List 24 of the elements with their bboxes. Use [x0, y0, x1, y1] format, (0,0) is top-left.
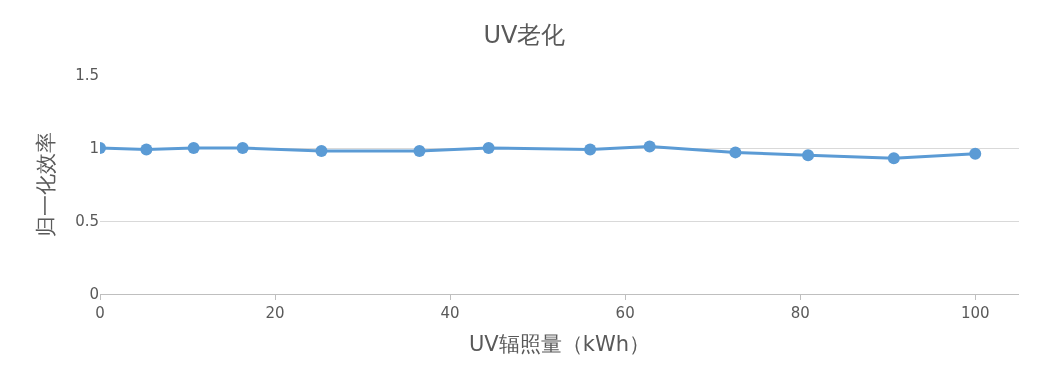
x-tick-label: 100 — [960, 304, 990, 322]
x-tick-label: 20 — [265, 304, 285, 322]
point — [187, 142, 200, 154]
x-tick-label: 40 — [440, 304, 460, 322]
point — [887, 152, 900, 165]
point — [140, 143, 153, 156]
x-tick-label: 60 — [615, 304, 635, 322]
point — [643, 140, 656, 153]
y-tick-label: 0 — [89, 285, 99, 304]
point — [729, 146, 742, 159]
y-tick-label: 1 — [89, 139, 99, 158]
point — [236, 142, 249, 154]
point — [482, 142, 495, 154]
point — [413, 144, 426, 157]
point — [802, 149, 815, 162]
point — [315, 144, 328, 157]
point — [969, 147, 982, 160]
x-tick-label: 80 — [790, 304, 810, 322]
y-axis-title: 归一化效率 — [34, 132, 59, 237]
x-axis-title: UV辐照量（kWh） — [469, 332, 650, 357]
y-tick-label: 1.5 — [75, 66, 99, 85]
y-tick-label: 0.5 — [75, 212, 99, 231]
chart-title: UV老化 — [483, 20, 566, 49]
point — [584, 143, 597, 156]
